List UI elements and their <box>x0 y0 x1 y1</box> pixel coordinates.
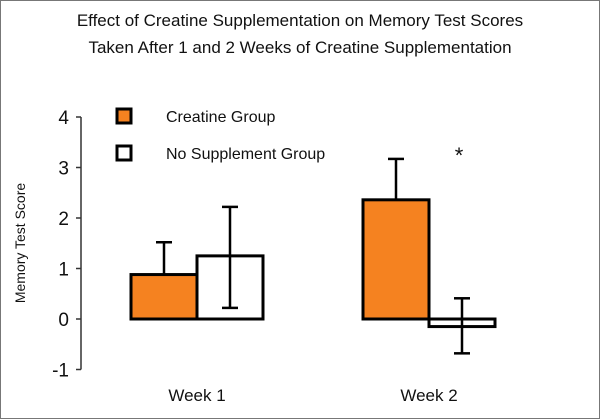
x-category-label: Week 1 <box>168 386 225 405</box>
y-tick-label: 3 <box>58 159 69 180</box>
y-tick-label: -1 <box>52 361 69 382</box>
y-axis-label: Memory Test Score <box>12 183 28 304</box>
y-tick-label: 4 <box>58 108 69 129</box>
legend-label: No Supplement Group <box>166 146 325 163</box>
x-category-label: Week 2 <box>400 386 457 405</box>
y-axis: 4 3 2 1 0 -1 <box>52 108 82 382</box>
chart-title-line-2: Taken After 1 and 2 Weeks of Creatine Su… <box>88 38 511 57</box>
legend-swatch <box>115 144 133 162</box>
legend-label: Creatine Group <box>166 109 275 126</box>
bar-creatine-1 <box>129 273 199 321</box>
y-tick-label: 1 <box>58 260 69 281</box>
legend-swatch <box>115 107 133 125</box>
bar-creatine-2 <box>361 198 431 321</box>
y-tick-label: 2 <box>58 209 69 230</box>
y-tick-label: 0 <box>58 310 69 331</box>
significance-asterisk: * <box>455 143 464 168</box>
chart-title-line-1: Effect of Creatine Supplementation on Me… <box>77 11 523 30</box>
legend: Creatine Group No Supplement Group <box>115 107 325 163</box>
bars: Week 1 Week 2 * <box>129 143 497 405</box>
